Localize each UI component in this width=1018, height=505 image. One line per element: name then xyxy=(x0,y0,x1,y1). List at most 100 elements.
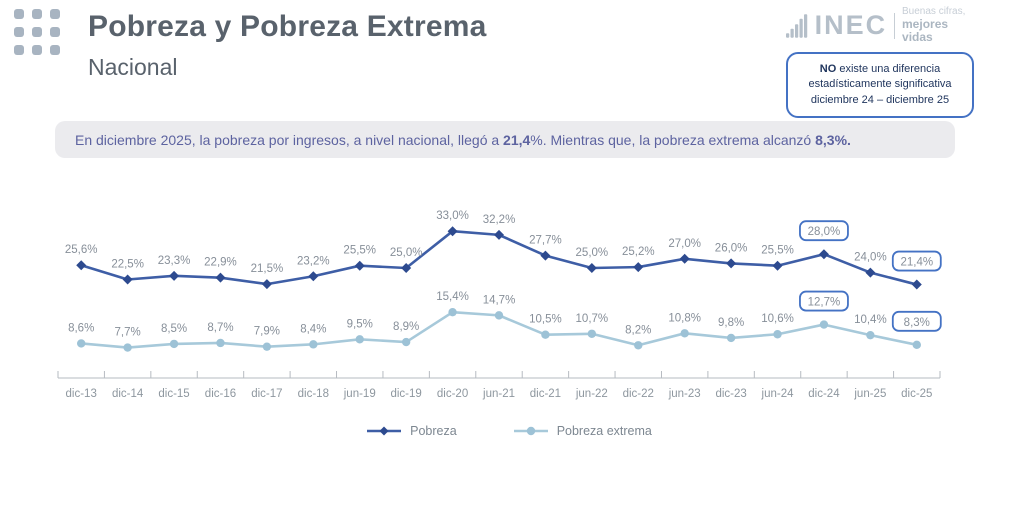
legend-label: Pobreza extrema xyxy=(556,424,652,438)
pobreza-data-label: 24,0% xyxy=(854,252,887,264)
pobreza-marker xyxy=(447,226,458,237)
pobreza-extrema-marker xyxy=(494,311,504,320)
page-subtitle: Nacional xyxy=(88,54,178,80)
x-axis-label: jun-25 xyxy=(853,388,886,400)
pobreza-marker xyxy=(76,260,87,271)
pobreza-extrema-marker xyxy=(309,340,318,349)
x-axis-label: jun-22 xyxy=(575,388,608,400)
pobreza-data-label: 21,5% xyxy=(251,263,284,275)
pobreza-marker xyxy=(354,260,365,271)
pobreza-marker xyxy=(215,272,226,283)
pobreza-extrema-marker xyxy=(355,335,364,344)
x-axis-label: dic-23 xyxy=(715,388,746,400)
x-axis-label: dic-16 xyxy=(205,388,236,400)
pobreza-data-label: 28,0% xyxy=(808,226,841,238)
pobreza-data-label: 25,6% xyxy=(65,244,98,256)
pobreza-extrema-marker xyxy=(448,307,457,317)
pobreza-marker xyxy=(401,263,412,273)
x-axis-label: dic-18 xyxy=(298,388,329,400)
x-axis-label: dic-14 xyxy=(112,388,144,400)
pobreza-marker xyxy=(586,263,597,273)
pobreza-marker xyxy=(261,279,272,290)
x-axis-label: jun-24 xyxy=(761,388,795,400)
x-axis-label: dic-25 xyxy=(901,388,932,400)
poverty-line-chart: dic-13 dic-14 dic-15 dic-16 dic-17 dic-18 jun-… xyxy=(57,210,942,400)
inec-logo-text: INEC xyxy=(814,10,888,41)
pobreza-data-label: 25,0% xyxy=(390,247,423,259)
x-axis-label: dic-21 xyxy=(530,388,561,400)
pobreza-marker xyxy=(865,267,876,278)
pobreza-extrema-marker xyxy=(587,329,597,338)
pobreza-data-label: 23,2% xyxy=(297,255,330,267)
pobreza-marker xyxy=(726,258,737,269)
x-axis-label: jun-21 xyxy=(482,388,515,400)
pobreza-extrema-marker xyxy=(541,330,550,339)
pobreza-extrema-data-label: 8,4% xyxy=(300,323,326,335)
note-bold-text: NO xyxy=(819,63,837,76)
brand-block: INEC Buenas cifras, mejores vidas NO exi… xyxy=(786,6,974,119)
poverty-rate-value: 21,4 xyxy=(503,131,531,148)
pobreza-legend-swatch-icon xyxy=(367,426,402,436)
pobreza-data-label: 26,0% xyxy=(715,242,748,254)
page-title: Pobreza y Pobreza Extrema xyxy=(88,10,487,43)
pobreza-extrema-data-label: 10,7% xyxy=(576,313,609,325)
legend-label: Pobreza xyxy=(410,424,457,438)
pobreza-extrema-data-label: 8,7% xyxy=(207,322,233,334)
pobreza-marker xyxy=(308,271,319,282)
pobreza-data-label: 21,4% xyxy=(900,257,933,269)
x-axis-label: dic-19 xyxy=(390,388,421,400)
pobreza-data-label: 27,7% xyxy=(529,235,562,247)
pobreza-extrema-data-label: 15,4% xyxy=(436,291,469,303)
pobreza-data-label: 25,0% xyxy=(576,247,609,259)
pobreza-extrema-marker xyxy=(401,337,411,347)
pobreza-extrema-legend-swatch-icon xyxy=(513,426,548,436)
x-axis-label: dic-13 xyxy=(66,388,97,400)
legend-item-pobreza-extrema: Pobreza extrema xyxy=(513,424,652,438)
pobreza-extrema-data-label: 8,3% xyxy=(904,317,930,329)
pobreza-extrema-marker xyxy=(680,329,689,338)
pobreza-marker xyxy=(818,249,829,260)
pobreza-marker xyxy=(679,253,690,264)
x-axis-label: dic-20 xyxy=(437,388,468,400)
pobreza-data-label: 25,2% xyxy=(622,246,655,258)
pobreza-callout-box xyxy=(799,220,849,242)
pobreza-extrema-marker xyxy=(77,339,86,348)
significance-note-box: NO existe una diferencia estadísticament… xyxy=(786,52,974,119)
pobreza-extrema-marker xyxy=(262,342,272,351)
pobreza-extrema-data-label: 10,5% xyxy=(529,314,562,326)
pobreza-data-label: 27,0% xyxy=(668,238,701,250)
x-axis-label: jun-19 xyxy=(343,388,376,400)
x-axis-label: dic-17 xyxy=(251,388,282,400)
note-line1: existe una diferencia xyxy=(836,63,941,76)
pobreza-extrema-marker xyxy=(819,320,829,329)
summary-banner: En diciembre 2025, la pobreza por ingres… xyxy=(55,121,955,158)
pobreza-callout-box xyxy=(891,250,942,272)
pobreza-extrema-marker xyxy=(912,340,921,350)
pobreza-extrema-marker xyxy=(216,338,225,348)
x-axis-label: dic-24 xyxy=(808,388,840,400)
pobreza-marker xyxy=(540,250,551,261)
pobreza-extrema-callout-box xyxy=(799,290,849,312)
pobreza-extrema-marker xyxy=(773,330,782,339)
inec-tagline: Buenas cifras, mejores vidas xyxy=(902,6,974,45)
title-block: Pobreza y Pobreza Extrema Nacional xyxy=(88,10,487,81)
pobreza-data-label: 23,3% xyxy=(158,255,191,267)
pobreza-data-label: 22,9% xyxy=(204,257,237,269)
pobreza-extrema-data-label: 8,5% xyxy=(161,323,187,335)
pobreza-marker xyxy=(772,260,783,271)
pobreza-extrema-marker xyxy=(123,343,132,352)
summary-text: En diciembre 2025, la pobreza por ingres… xyxy=(75,131,851,148)
pobreza-data-label: 33,0% xyxy=(436,210,469,222)
pobreza-extrema-data-label: 14,7% xyxy=(483,294,516,306)
dots-grid-icon xyxy=(14,9,60,55)
note-line3: diciembre 24 – diciembre 25 xyxy=(810,93,950,106)
chart-area: dic-13 dic-14 dic-15 dic-16 dic-17 dic-18 jun-… xyxy=(48,194,960,413)
pobreza-extrema-callout-box xyxy=(891,310,942,332)
pobreza-extrema-marker xyxy=(169,339,179,349)
inec-bars-icon xyxy=(786,13,808,38)
chart-legend: Pobreza Pobreza extrema xyxy=(0,424,1018,438)
pobreza-extrema-marker xyxy=(726,333,736,343)
pobreza-extrema-marker xyxy=(634,341,643,350)
extreme-poverty-rate-value: 8,3%. xyxy=(815,131,851,148)
pobreza-extrema-data-label: 8,9% xyxy=(393,321,419,333)
